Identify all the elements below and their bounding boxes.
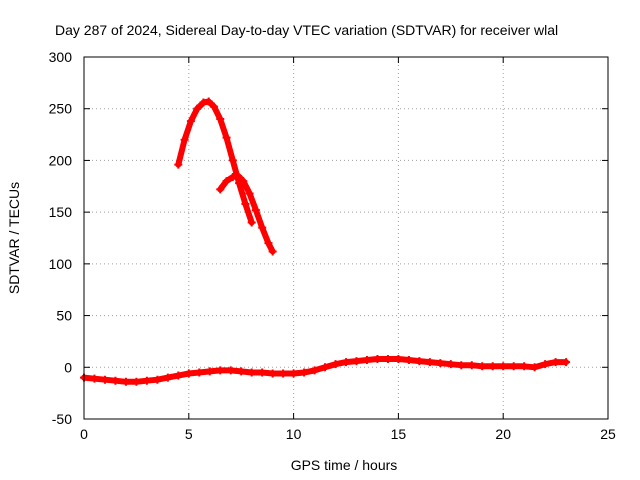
data-point bbox=[331, 360, 340, 369]
y-tick-label: 250 bbox=[49, 101, 73, 117]
data-point bbox=[499, 362, 508, 371]
data-point bbox=[457, 361, 466, 370]
data-point bbox=[186, 117, 195, 126]
data-point bbox=[180, 135, 189, 144]
data-point bbox=[310, 366, 319, 375]
data-point bbox=[216, 115, 225, 124]
data-point bbox=[193, 104, 202, 113]
data-point bbox=[228, 172, 237, 181]
x-tick-label: 0 bbox=[80, 426, 88, 442]
data-point bbox=[541, 360, 550, 369]
data-point bbox=[394, 355, 403, 364]
data-point bbox=[153, 375, 162, 384]
x-tick-label: 10 bbox=[286, 426, 302, 442]
y-tick-label: 50 bbox=[56, 308, 72, 324]
data-point bbox=[264, 239, 273, 248]
data-point bbox=[245, 189, 254, 198]
data-point bbox=[279, 369, 288, 378]
data-point bbox=[216, 185, 225, 194]
data-point bbox=[222, 133, 231, 142]
data-point bbox=[199, 98, 208, 107]
data-point bbox=[184, 369, 193, 378]
data-point bbox=[488, 362, 497, 371]
y-tick-label: -50 bbox=[52, 411, 72, 427]
data-point bbox=[383, 355, 392, 364]
series-arc-1 bbox=[174, 97, 256, 227]
data-point bbox=[321, 363, 330, 372]
plot-frame bbox=[83, 56, 609, 420]
data-point bbox=[247, 218, 256, 227]
y-tick-label: 0 bbox=[64, 359, 72, 375]
y-tick-label: 150 bbox=[49, 204, 73, 220]
data-point bbox=[163, 373, 172, 382]
x-tick-label: 25 bbox=[600, 426, 616, 442]
data-point bbox=[509, 362, 518, 371]
data-series bbox=[80, 97, 571, 386]
data-point bbox=[222, 177, 231, 186]
data-point bbox=[467, 361, 476, 370]
data-point bbox=[268, 247, 277, 256]
data-point bbox=[241, 199, 250, 208]
data-point bbox=[258, 223, 267, 232]
data-point bbox=[174, 371, 183, 380]
data-point bbox=[142, 376, 151, 385]
data-point bbox=[111, 376, 120, 385]
data-point bbox=[121, 377, 130, 386]
y-axis-label: SDTVAR / TECUs bbox=[6, 182, 22, 294]
data-point bbox=[174, 160, 183, 169]
data-point bbox=[300, 368, 309, 377]
x-tick-label: 15 bbox=[391, 426, 407, 442]
y-tick-label: 100 bbox=[49, 256, 73, 272]
data-point bbox=[234, 171, 243, 180]
data-point bbox=[204, 97, 213, 106]
data-point bbox=[209, 102, 218, 111]
data-point bbox=[237, 367, 246, 376]
data-point bbox=[373, 355, 382, 364]
series-baseline bbox=[80, 355, 571, 386]
axis-ticks: 0 5 10 15 20 25 -50 0 50 100 150 200 250 300 bbox=[49, 49, 616, 442]
x-tick-label: 5 bbox=[185, 426, 193, 442]
data-point bbox=[425, 358, 434, 367]
data-point bbox=[551, 358, 560, 367]
series-line bbox=[217, 172, 276, 255]
data-point bbox=[226, 366, 235, 375]
data-point bbox=[239, 177, 248, 186]
x-axis-label: GPS time / hours bbox=[291, 457, 398, 473]
data-point bbox=[268, 369, 277, 378]
data-point bbox=[258, 368, 267, 377]
x-tick-label: 20 bbox=[495, 426, 511, 442]
data-point bbox=[478, 362, 487, 371]
data-point bbox=[436, 359, 445, 368]
data-point bbox=[562, 358, 571, 367]
data-point bbox=[216, 366, 225, 375]
series-arc-2 bbox=[216, 171, 277, 256]
y-tick-label: 200 bbox=[49, 152, 73, 168]
data-point bbox=[352, 357, 361, 366]
data-point bbox=[446, 360, 455, 369]
data-point bbox=[132, 377, 141, 386]
grid-lines bbox=[84, 57, 608, 419]
data-point bbox=[251, 206, 260, 215]
data-point bbox=[100, 375, 109, 384]
data-point bbox=[404, 356, 413, 365]
data-point bbox=[289, 369, 298, 378]
data-point bbox=[205, 367, 214, 376]
data-point bbox=[247, 368, 256, 377]
data-point bbox=[90, 374, 99, 383]
data-point bbox=[195, 368, 204, 377]
data-point bbox=[342, 358, 350, 367]
data-point bbox=[415, 357, 424, 366]
data-point bbox=[520, 362, 529, 371]
data-point bbox=[362, 356, 371, 365]
data-point bbox=[228, 156, 237, 165]
chart-title: Day 287 of 2024, Sidereal Day-to-day VTE… bbox=[55, 22, 558, 38]
y-tick-label: 300 bbox=[49, 49, 73, 65]
data-point bbox=[530, 363, 539, 372]
